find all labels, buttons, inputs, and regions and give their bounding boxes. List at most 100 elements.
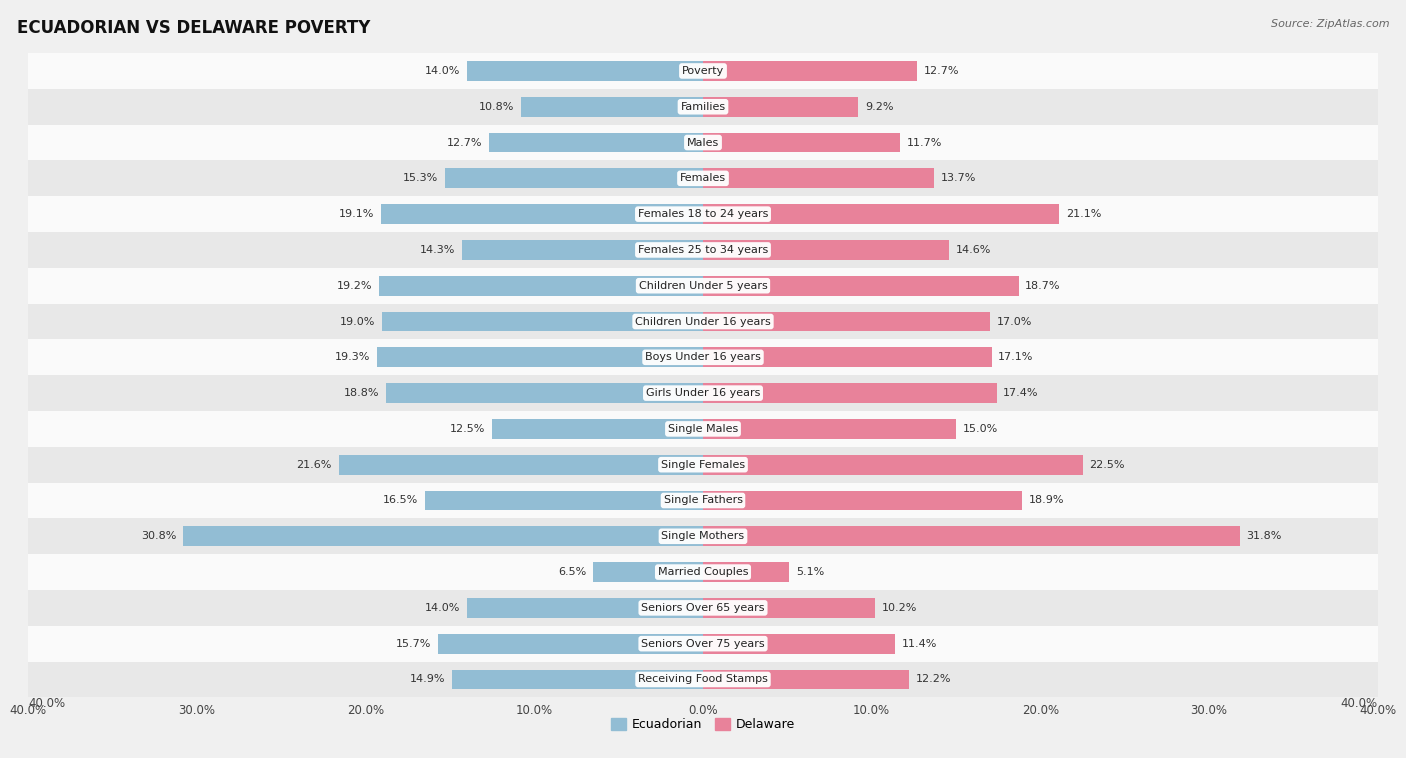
Text: 5.1%: 5.1%: [796, 567, 824, 577]
Bar: [28, 89, 1378, 124]
Text: 15.3%: 15.3%: [404, 174, 439, 183]
Text: Single Males: Single Males: [668, 424, 738, 434]
Text: 21.6%: 21.6%: [297, 459, 332, 470]
Text: 22.5%: 22.5%: [1090, 459, 1125, 470]
Bar: [28, 124, 1378, 161]
Bar: [703, 240, 949, 260]
Text: 11.7%: 11.7%: [907, 137, 942, 148]
Bar: [489, 133, 703, 152]
Bar: [461, 240, 703, 260]
Bar: [703, 61, 917, 81]
Text: 40.0%: 40.0%: [28, 697, 65, 710]
Text: 12.5%: 12.5%: [450, 424, 485, 434]
Bar: [703, 312, 990, 331]
Text: Males: Males: [688, 137, 718, 148]
Bar: [467, 61, 703, 81]
Bar: [703, 384, 997, 403]
Bar: [28, 340, 1378, 375]
Bar: [380, 276, 703, 296]
Text: Seniors Over 75 years: Seniors Over 75 years: [641, 639, 765, 649]
Text: Receiving Food Stamps: Receiving Food Stamps: [638, 675, 768, 684]
Bar: [28, 304, 1378, 340]
Text: 17.0%: 17.0%: [997, 317, 1032, 327]
Text: Boys Under 16 years: Boys Under 16 years: [645, 352, 761, 362]
Text: 14.0%: 14.0%: [425, 66, 460, 76]
Bar: [492, 419, 703, 439]
Bar: [28, 196, 1378, 232]
Bar: [703, 419, 956, 439]
Text: 18.9%: 18.9%: [1029, 496, 1064, 506]
Text: Seniors Over 65 years: Seniors Over 65 years: [641, 603, 765, 613]
Text: Single Fathers: Single Fathers: [664, 496, 742, 506]
Text: Single Females: Single Females: [661, 459, 745, 470]
Text: 12.7%: 12.7%: [447, 137, 482, 148]
Text: 18.7%: 18.7%: [1025, 280, 1060, 291]
Bar: [439, 634, 703, 653]
Bar: [28, 161, 1378, 196]
Bar: [703, 527, 1240, 546]
Text: 19.2%: 19.2%: [337, 280, 373, 291]
Bar: [381, 205, 703, 224]
Bar: [382, 312, 703, 331]
Bar: [703, 490, 1022, 510]
Text: 13.7%: 13.7%: [941, 174, 976, 183]
Bar: [703, 634, 896, 653]
Text: Females 25 to 34 years: Females 25 to 34 years: [638, 245, 768, 255]
Bar: [28, 411, 1378, 446]
Text: 12.7%: 12.7%: [924, 66, 959, 76]
Text: 19.1%: 19.1%: [339, 209, 374, 219]
Bar: [703, 598, 875, 618]
Text: Poverty: Poverty: [682, 66, 724, 76]
Text: Girls Under 16 years: Girls Under 16 years: [645, 388, 761, 398]
Text: 14.9%: 14.9%: [409, 675, 444, 684]
Text: 16.5%: 16.5%: [382, 496, 418, 506]
Text: 9.2%: 9.2%: [865, 102, 893, 111]
Bar: [28, 375, 1378, 411]
Bar: [703, 562, 789, 582]
Text: 15.7%: 15.7%: [396, 639, 432, 649]
Bar: [703, 455, 1083, 475]
Bar: [703, 347, 991, 367]
Text: Source: ZipAtlas.com: Source: ZipAtlas.com: [1271, 19, 1389, 29]
Bar: [28, 446, 1378, 483]
Text: Children Under 5 years: Children Under 5 years: [638, 280, 768, 291]
Text: 11.4%: 11.4%: [903, 639, 938, 649]
Legend: Ecuadorian, Delaware: Ecuadorian, Delaware: [606, 713, 800, 736]
Bar: [520, 97, 703, 117]
Bar: [28, 662, 1378, 697]
Text: Females: Females: [681, 174, 725, 183]
Bar: [385, 384, 703, 403]
Text: Females 18 to 24 years: Females 18 to 24 years: [638, 209, 768, 219]
Text: 40.0%: 40.0%: [1341, 697, 1378, 710]
Text: Children Under 16 years: Children Under 16 years: [636, 317, 770, 327]
Text: 6.5%: 6.5%: [558, 567, 586, 577]
Text: 17.4%: 17.4%: [1004, 388, 1039, 398]
Bar: [593, 562, 703, 582]
Text: 14.6%: 14.6%: [956, 245, 991, 255]
Bar: [703, 276, 1018, 296]
Text: 14.0%: 14.0%: [425, 603, 460, 613]
Text: 17.1%: 17.1%: [998, 352, 1033, 362]
Text: 10.8%: 10.8%: [478, 102, 515, 111]
Bar: [703, 168, 934, 188]
Text: Single Mothers: Single Mothers: [661, 531, 745, 541]
Text: 18.8%: 18.8%: [343, 388, 380, 398]
Bar: [703, 669, 908, 689]
Bar: [28, 53, 1378, 89]
Text: Married Couples: Married Couples: [658, 567, 748, 577]
Bar: [703, 133, 900, 152]
Bar: [183, 527, 703, 546]
Bar: [28, 554, 1378, 590]
Text: 19.3%: 19.3%: [335, 352, 371, 362]
Text: ECUADORIAN VS DELAWARE POVERTY: ECUADORIAN VS DELAWARE POVERTY: [17, 19, 370, 37]
Bar: [28, 232, 1378, 268]
Bar: [28, 268, 1378, 304]
Bar: [703, 97, 858, 117]
Text: Families: Families: [681, 102, 725, 111]
Bar: [703, 205, 1059, 224]
Text: 19.0%: 19.0%: [340, 317, 375, 327]
Bar: [467, 598, 703, 618]
Bar: [377, 347, 703, 367]
Text: 12.2%: 12.2%: [915, 675, 950, 684]
Bar: [28, 483, 1378, 518]
